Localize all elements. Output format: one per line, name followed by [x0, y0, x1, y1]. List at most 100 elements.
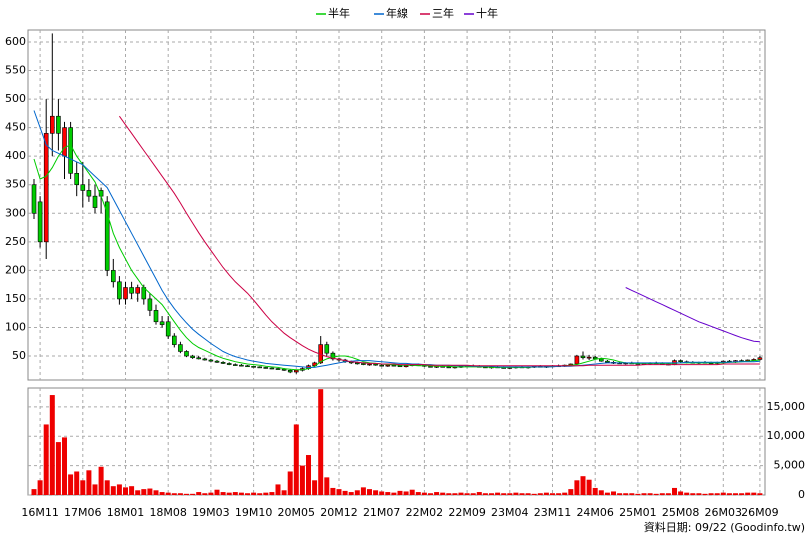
volume-bar — [318, 389, 324, 495]
legend-label: 年線 — [386, 6, 408, 20]
volume-bar — [733, 493, 738, 495]
volume-bar — [86, 470, 92, 495]
volume-bar — [739, 493, 745, 495]
footer: 資料日期: 09/22 (Goodinfo.tw) — [644, 520, 805, 534]
volume-bar — [623, 493, 629, 495]
candle-body — [104, 201, 110, 271]
ma-line — [33, 110, 760, 368]
candle-body — [80, 184, 86, 191]
y-tick-label: 300 — [5, 206, 26, 219]
x-tick-label: 26M03 — [705, 506, 743, 519]
ma-line — [625, 287, 760, 343]
candle-body — [580, 355, 586, 359]
candle-body — [129, 287, 134, 294]
volume-bar — [226, 492, 232, 495]
candle-body — [147, 298, 153, 311]
volume-bar — [409, 489, 415, 495]
volume-bar — [196, 492, 202, 495]
volume-bar — [696, 493, 702, 495]
candle-body — [678, 360, 683, 363]
volume-bar — [269, 492, 275, 495]
candle-body — [208, 359, 214, 362]
candle-body — [49, 115, 55, 134]
volume-bar — [641, 493, 647, 495]
volume-panel — [27, 387, 766, 496]
volume-bar — [43, 424, 49, 495]
y-tick-label: 350 — [5, 178, 26, 191]
candle-body — [293, 369, 299, 373]
candle-body — [245, 365, 250, 368]
candle-body — [153, 310, 159, 323]
candle-body — [257, 366, 263, 369]
volume-bar — [257, 493, 263, 495]
candle-body — [391, 364, 397, 367]
volume-bar — [537, 493, 543, 495]
volume-bar — [385, 492, 391, 495]
y-tick-label: 550 — [5, 64, 26, 77]
volume-bar — [678, 491, 684, 495]
volume-bar — [513, 492, 519, 495]
volume-bar — [80, 480, 86, 495]
volume-bar — [129, 486, 135, 495]
x-tick-label: 26M09 — [741, 506, 779, 519]
candle-body — [233, 364, 238, 366]
volume-bar — [757, 493, 763, 495]
volume-bar — [62, 437, 67, 495]
volume-bar — [550, 493, 555, 495]
volume-bar — [354, 490, 360, 495]
volume-bar — [708, 493, 714, 495]
volume-bar — [342, 490, 348, 495]
volume-bar — [287, 471, 293, 495]
candle-body — [263, 367, 269, 369]
candle-body — [190, 355, 195, 359]
volume-bar — [586, 479, 592, 495]
volume-bar — [208, 492, 214, 495]
candle-body — [37, 201, 43, 243]
volume-bar — [598, 490, 604, 495]
volume-bar — [330, 487, 336, 495]
candle-body — [428, 365, 433, 368]
volume-bar — [360, 487, 366, 495]
candle-body — [598, 358, 604, 362]
candle-body — [92, 195, 98, 208]
volume-bar — [391, 492, 397, 495]
volume-bar — [519, 493, 525, 495]
x-tick-label: 25M08 — [662, 506, 700, 519]
price-panel — [27, 29, 766, 381]
candle-body — [123, 287, 128, 300]
legend-label: 半年 — [328, 6, 350, 20]
volume-bar — [440, 492, 446, 495]
volume-bar — [275, 484, 281, 495]
x-tick-label: 18M01 — [107, 506, 145, 519]
y-tick-label: 500 — [5, 92, 26, 105]
x-tick-label: 19M10 — [235, 506, 273, 519]
y2-tick-label: 15,000 — [767, 400, 806, 413]
x-tick-label: 18M08 — [149, 506, 187, 519]
volume-bar — [720, 492, 726, 495]
volume-bar — [556, 493, 562, 495]
y-tick-label: 400 — [5, 149, 26, 162]
x-tick-label: 23M11 — [534, 506, 572, 519]
volume-bar — [446, 493, 452, 495]
candle-body — [86, 190, 92, 197]
candle-body — [367, 363, 372, 366]
y-tick-label: 450 — [5, 121, 26, 134]
volume-bar — [611, 491, 616, 495]
volume-bar — [458, 492, 464, 495]
volume-bar — [751, 492, 757, 495]
volume-bar — [574, 480, 580, 495]
y2-tick-label: 5,000 — [774, 459, 806, 472]
volume-bar — [604, 492, 610, 495]
x-tick-label: 20M12 — [320, 506, 358, 519]
candle-body — [574, 355, 580, 365]
volume-bar — [293, 424, 299, 495]
volume-bar — [238, 492, 244, 495]
x-tick-label: 24M06 — [576, 506, 614, 519]
x-tick-label: 22M09 — [448, 506, 486, 519]
volume-bar — [543, 492, 549, 495]
candle-body — [196, 357, 201, 360]
volume-bar — [592, 487, 598, 495]
volume-bar — [629, 493, 635, 495]
volume-bar — [171, 493, 177, 495]
